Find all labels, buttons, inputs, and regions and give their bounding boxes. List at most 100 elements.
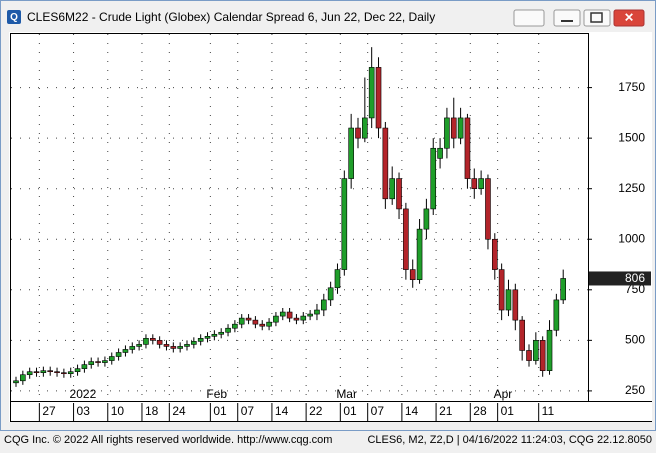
candle-body [232, 323, 238, 329]
candle-body [533, 340, 539, 361]
window-title: CLES6M22 - Crude Light (Globex) Calendar… [27, 10, 435, 24]
candle-body [375, 67, 382, 129]
app-icon [7, 10, 21, 24]
candle-body [47, 370, 54, 372]
candle-body [108, 356, 115, 361]
candle-body [334, 269, 341, 289]
x-tick-label: 01 [213, 404, 227, 418]
candle-body [450, 117, 457, 139]
candle-body [191, 341, 197, 345]
candle-body [225, 327, 231, 333]
candle-body [478, 178, 484, 189]
candle-body [519, 319, 525, 351]
candle-body [273, 315, 279, 323]
y-tick-label: 250 [625, 383, 645, 397]
x-tick-label: 03 [77, 404, 91, 418]
close-glyph: ✕ [624, 11, 634, 25]
candle-body [163, 344, 170, 347]
candle-body [211, 333, 218, 337]
x-tick-label: 27 [42, 404, 56, 418]
candle-body [129, 346, 136, 350]
candle-body [122, 349, 129, 353]
candle-body [382, 127, 389, 200]
candle-body [539, 340, 546, 371]
y-tick-label: 1000 [618, 231, 645, 245]
candle-body [314, 309, 320, 315]
candle-body [485, 178, 491, 240]
candle-body [560, 278, 567, 301]
period-label: Apr [494, 387, 513, 401]
candle-body [320, 299, 327, 311]
candle-body [307, 313, 313, 317]
y-tick-label: 1250 [618, 181, 645, 195]
candle-body [266, 321, 272, 327]
candle-body [136, 344, 142, 347]
footer-left: CQG Inc. © 2022 All rights reserved worl… [4, 434, 332, 446]
candle-body [553, 299, 560, 331]
candle-body [389, 178, 396, 200]
minimize-button[interactable] [553, 9, 581, 27]
chart-area [9, 32, 652, 422]
candle-body [102, 360, 108, 363]
x-tick-label: 07 [371, 404, 385, 418]
candle-body [430, 147, 437, 210]
candle-body [204, 336, 211, 339]
candle-body [13, 380, 19, 384]
period-label: 2022 [70, 387, 97, 401]
candle-body [279, 311, 286, 317]
candle-body [403, 208, 409, 270]
candle-body [238, 317, 245, 325]
candle-body [526, 350, 532, 361]
x-tick-label: 14 [405, 404, 419, 418]
candle-body [457, 117, 464, 139]
x-tick-label: 28 [473, 404, 487, 418]
candle-body [54, 371, 60, 374]
candle-body [177, 346, 183, 349]
candle-body [20, 374, 26, 382]
candle-body [396, 178, 402, 210]
candle-body [368, 67, 375, 119]
x-tick-label: 24 [172, 404, 186, 418]
maximize-glyph [590, 12, 603, 23]
x-tick-label: 11 [542, 404, 555, 418]
candle-body [88, 361, 95, 365]
candle-body [505, 289, 512, 311]
link-button[interactable] [513, 9, 545, 27]
candle-body [423, 208, 430, 230]
candle-body [259, 323, 266, 327]
candle-body [300, 315, 307, 321]
candle-body [348, 127, 354, 179]
candle-body [362, 117, 368, 139]
candle-body [150, 338, 156, 341]
period-label: Feb [206, 387, 227, 401]
candle-body [74, 368, 81, 372]
candle-body [81, 364, 88, 369]
candle-body [95, 361, 101, 363]
x-tick-label: 21 [439, 404, 453, 418]
candle-body [143, 338, 149, 345]
candle-body [184, 344, 190, 347]
last-price-label: 806 [625, 271, 645, 285]
candle-body [546, 329, 553, 371]
close-button[interactable] [613, 9, 645, 27]
y-tick-label: 1750 [618, 80, 645, 94]
x-tick-label: 01 [343, 404, 357, 418]
candle-body [218, 331, 224, 335]
candle-body [327, 287, 334, 301]
candle-body [245, 317, 252, 321]
candle-body [498, 269, 505, 311]
candle-body [252, 319, 259, 325]
x-tick-label: 22 [309, 404, 323, 418]
candle-body [40, 370, 47, 374]
candle-body [341, 178, 348, 270]
candle-body [491, 238, 498, 270]
candle-body [197, 338, 204, 342]
candle-body [156, 340, 163, 345]
candle-body [464, 117, 471, 179]
candle-body [170, 346, 177, 349]
footer-right: CLES6, M2, Z2,D | 04/16/2022 11:24:03, C… [367, 434, 652, 446]
candle-body [471, 178, 478, 189]
candle-body [409, 269, 416, 280]
candle-body [33, 371, 40, 374]
